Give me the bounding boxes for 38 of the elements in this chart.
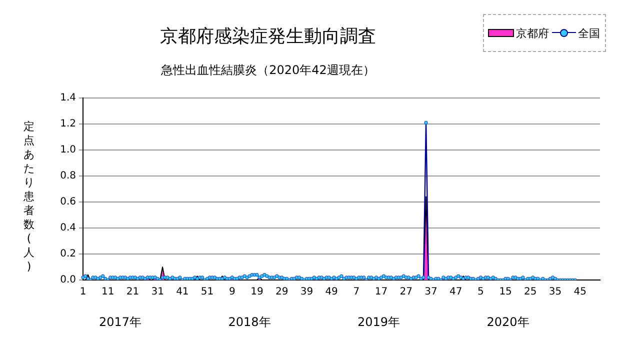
chart-title: 京都府感染症発生動向調査: [160, 26, 376, 47]
y-tick-label: 0.0: [60, 274, 76, 286]
y-tick-label: 1.0: [60, 144, 76, 156]
x-tick-label: 17: [374, 286, 388, 298]
x-tick-label: 19: [250, 286, 264, 298]
x-tick-label: 41: [176, 286, 189, 298]
x-tick-label: 49: [325, 286, 338, 298]
x-tick-label: 11: [101, 286, 114, 298]
x-tick-label: 35: [548, 286, 562, 298]
text: 2017年: [99, 315, 142, 330]
x-tick-label: 45: [574, 286, 586, 298]
x-tick-label: 47: [449, 286, 462, 298]
y-tick-label: 0.4: [60, 222, 76, 234]
text: 2019年: [358, 315, 400, 330]
y-tick-label: 1.2: [60, 118, 76, 130]
x-tick-label: 29: [275, 286, 288, 298]
x-tick-label: 9: [228, 286, 236, 298]
x-tick-label: 21: [126, 286, 140, 298]
x-tick-label: 37: [424, 286, 438, 298]
text: 2018年: [228, 315, 271, 330]
y-tick-label: 0.6: [60, 196, 76, 208]
y-tick-label: 0.8: [60, 170, 76, 182]
x-tick-label: 1: [80, 286, 86, 298]
x-tick-label: 39: [300, 286, 314, 298]
x-tick-label: 15: [499, 286, 512, 298]
x-tick-label: 5: [478, 286, 484, 298]
x-tick-label: 7: [353, 286, 360, 298]
legend-label: 京都府: [516, 26, 549, 40]
y-tick-label: 0.2: [60, 248, 76, 260]
x-tick-label: 31: [151, 286, 164, 298]
x-tick-label: 25: [524, 286, 537, 298]
text: 定点あたり患者数(人): [24, 120, 34, 273]
x-tick-label: 27: [400, 286, 412, 298]
x-tick-label: 51: [200, 286, 214, 298]
chart-subtitle: 急性出血性結膜炎（2020年42週現在）: [160, 62, 376, 79]
text: 2020年: [486, 315, 530, 330]
y-tick-label: 1.4: [60, 92, 76, 104]
legend-label: 全国: [578, 26, 600, 40]
